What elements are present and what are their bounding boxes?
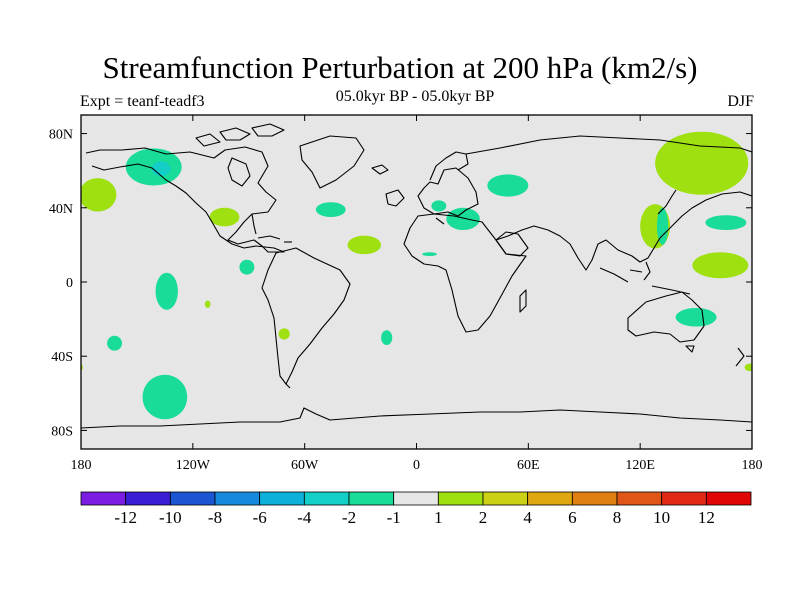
anomaly-region-1	[151, 161, 171, 177]
anomaly-region-16	[422, 252, 438, 257]
colorbar-label-13: 12	[698, 508, 715, 527]
colorbar-label-0: -12	[114, 508, 137, 527]
anomaly-region-5	[347, 235, 382, 255]
colorbar-label-4: -4	[297, 508, 312, 527]
coastlines	[81, 123, 752, 429]
anomaly-region-24	[81, 364, 83, 371]
colorbar-box-12	[616, 491, 663, 506]
anomaly-region-4	[315, 202, 346, 218]
anomaly-region-3	[209, 207, 240, 227]
colorbar-box-11	[571, 491, 618, 506]
x-tick-label-4: 60E	[517, 458, 540, 470]
colorbar: -12 -10 -8 -6 -4 -2 -1 1 2 4 6 8 10 12	[80, 491, 752, 527]
colorbar-label-12: 10	[653, 508, 670, 527]
anomaly-region-22	[675, 307, 717, 327]
y-tick-label-3: 40S	[51, 350, 73, 365]
colorbar-label-11: 8	[613, 508, 622, 527]
x-tick-label-0: 180	[71, 458, 92, 470]
season-label: DJF	[727, 93, 754, 110]
colorbar-box-2	[169, 491, 216, 506]
colorbar-box-1	[125, 491, 171, 506]
colorbar-label-3: -6	[253, 508, 267, 527]
anomaly-region-6	[239, 259, 255, 275]
colorbar-box-5	[303, 491, 350, 506]
colorbar-label-1: -10	[159, 508, 182, 527]
colorbar-box-3	[214, 491, 261, 506]
colorbar-label-8: 2	[479, 508, 488, 527]
x-tick-label-2: 60W	[291, 458, 319, 470]
chart-title: Streamfunction Perturbation at 200 hPa (…	[102, 50, 698, 85]
colorbar-box-0	[80, 491, 127, 506]
colorbar-box-7	[393, 491, 439, 506]
colorbar-box-13	[661, 491, 707, 506]
y-tick-label-1: 40N	[49, 202, 73, 217]
anomaly-region-15	[446, 207, 480, 231]
chart-subtitle: 05.0kyr BP - 05.0kyr BP	[335, 88, 495, 105]
x-axis: 180 120W 60W 0 60E 120E 180	[71, 115, 763, 470]
anomaly-region-7	[155, 272, 178, 310]
y-axis: 80N 40N 0 40S 80S	[49, 128, 752, 439]
colorbar-label-10: 6	[568, 508, 577, 527]
anomaly-region-11	[381, 330, 393, 346]
anomaly-region-9	[107, 335, 123, 351]
x-tick-label-6: 180	[742, 458, 763, 470]
x-tick-label-5: 120E	[625, 458, 655, 470]
colorbar-label-9: 4	[523, 508, 532, 527]
y-tick-label-0: 80N	[49, 128, 73, 143]
experiment-label: Expt = teanf-teadf3	[80, 93, 205, 110]
map-plot: 180 120W 60W 0 60E 120E 180 80N 40N 0 40S 80S	[49, 114, 763, 470]
anomaly-region-20	[705, 215, 747, 231]
colorbar-label-7: 1	[434, 508, 443, 527]
x-tick-label-3: 0	[413, 458, 420, 470]
colorbar-box-14	[705, 491, 752, 506]
anomaly-region-21	[692, 252, 749, 279]
colorbar-box-10	[527, 491, 573, 506]
colorbar-label-6: -1	[387, 508, 401, 527]
y-tick-label-4: 80S	[51, 424, 73, 439]
anomaly-region-8	[204, 300, 211, 308]
colorbar-box-4	[259, 491, 305, 506]
colorbar-box-6	[348, 491, 395, 506]
plot-background	[81, 115, 752, 449]
anomaly-region-14	[431, 200, 447, 212]
colorbar-box-8	[437, 491, 484, 506]
colorbar-box-9	[482, 491, 529, 506]
anomaly-region-18	[656, 207, 669, 245]
anomaly-region-23	[744, 363, 752, 372]
colorbar-label-2: -8	[208, 508, 222, 527]
colorbar-label-5: -2	[342, 508, 356, 527]
x-tick-label-1: 120W	[176, 458, 211, 470]
anomaly-region-12	[142, 374, 188, 420]
anomaly-region-10	[278, 328, 290, 340]
y-tick-label-2: 0	[66, 276, 73, 291]
anomaly-region-2	[81, 178, 117, 212]
anomaly-region-13	[487, 174, 529, 197]
